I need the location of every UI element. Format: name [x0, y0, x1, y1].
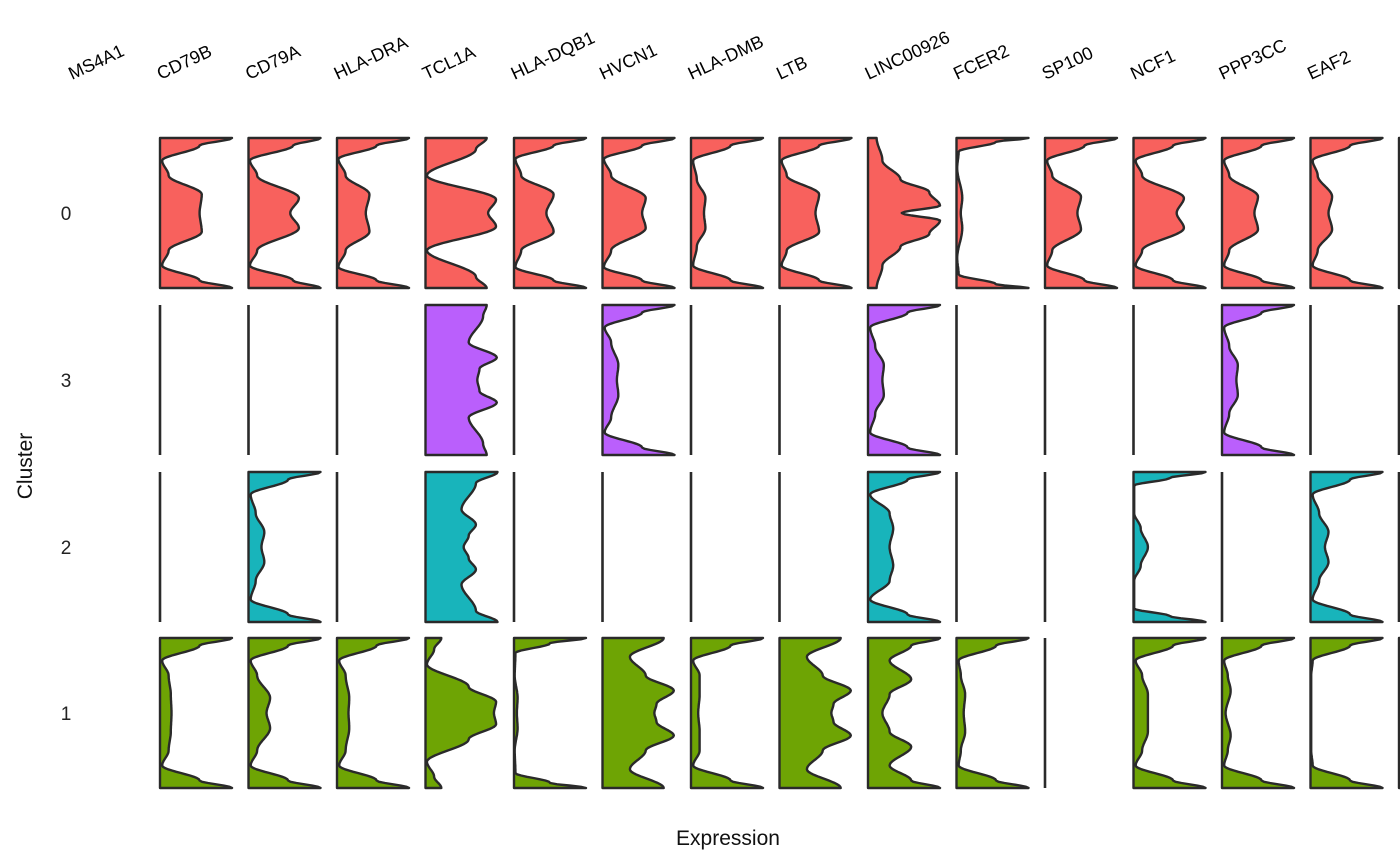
violin-linc00926-cluster-0	[955, 136, 1030, 290]
gene-labels: MS4A1 CD79B CD79A HLA-DRA TCL1A HLA-DQB1HVCN1…	[65, 27, 1353, 84]
violin-tcl1a-cluster-1	[512, 636, 588, 790]
gene-label-hla-dmb: HLA-DMB	[685, 31, 767, 83]
cluster-labels: 0 3 2 1	[61, 204, 72, 725]
violin-cd79b-cluster-2	[247, 470, 322, 624]
violin-tcl1a-cluster-0	[512, 136, 588, 290]
gene-label-ms4a1: MS4A1	[65, 41, 127, 84]
violin-hla-dmb-cluster-0	[778, 136, 853, 290]
violin-ms4a1-cluster-1	[158, 636, 234, 790]
violin-hla-dra-cluster-2	[424, 470, 499, 624]
violin-ppp3cc-cluster-2	[1309, 470, 1384, 624]
violin-hla-dqb1-cluster-0	[601, 136, 676, 290]
gene-label-hvcn1: HVCN1	[596, 40, 660, 84]
violin-ppp3cc-cluster-1	[1309, 636, 1384, 790]
gene-label-ncf1: NCF1	[1127, 46, 1178, 84]
cluster-label-2: 2	[61, 538, 72, 559]
violin-fcer2-cluster-0	[1043, 136, 1119, 290]
violin-ncf1-cluster-0	[1220, 136, 1296, 290]
violin-ltb-cluster-2	[866, 470, 942, 624]
gene-label-linc00926: LINC00926	[862, 27, 953, 84]
violin-hla-dqb1-cluster-3	[601, 303, 676, 457]
violin-hla-dra-cluster-3	[424, 303, 498, 457]
gene-label-ltb: LTB	[773, 52, 810, 84]
gene-label-tcl1a: TCL1A	[419, 42, 478, 84]
violin-hvcn1-cluster-1	[689, 636, 765, 790]
violin-hla-dqb1-cluster-1	[601, 636, 675, 790]
violin-cd79b-cluster-0	[247, 136, 322, 290]
violin-ms4a1-cluster-0	[158, 136, 234, 290]
violin-hla-dra-cluster-1	[424, 636, 498, 790]
gene-label-ppp3cc: PPP3CC	[1216, 35, 1290, 84]
violin-cd79a-cluster-0	[335, 136, 411, 290]
violin-hla-dmb-cluster-1	[778, 636, 852, 790]
violin-ltb-cluster-1	[866, 636, 942, 790]
violin-hvcn1-cluster-0	[689, 136, 765, 290]
violin-sp100-cluster-2	[1132, 470, 1207, 624]
gene-label-cd79a: CD79A	[242, 41, 303, 84]
violin-hla-dra-cluster-0	[424, 136, 498, 290]
violin-linc00926-cluster-1	[955, 636, 1030, 790]
gene-label-hla-dqb1: HLA-DQB1	[508, 27, 598, 83]
violin-ppp3cc-cluster-0	[1309, 136, 1384, 290]
gene-label-cd79b: CD79B	[154, 41, 215, 84]
violin-cd79a-cluster-1	[335, 636, 411, 790]
gene-label-sp100: SP100	[1039, 43, 1096, 84]
violin-ncf1-cluster-3	[1220, 303, 1296, 457]
violin-ltb-cluster-0	[866, 136, 942, 290]
gene-label-eaf2: EAF2	[1304, 46, 1353, 83]
x-axis-title: Expression	[676, 827, 780, 850]
gene-label-fcer2: FCER2	[950, 41, 1012, 84]
y-axis-title: Cluster	[14, 433, 37, 500]
violin-sp100-cluster-0	[1132, 136, 1207, 290]
violin-ltb-cluster-3	[866, 303, 942, 457]
violin-ncf1-cluster-1	[1220, 636, 1296, 790]
cluster-label-1: 1	[61, 704, 72, 725]
violin-cd79b-cluster-1	[247, 636, 322, 790]
violin-sp100-cluster-1	[1132, 636, 1207, 790]
cluster-label-0: 0	[61, 204, 72, 225]
gene-label-hla-dra: HLA-DRA	[331, 32, 411, 84]
cluster-label-3: 3	[61, 371, 72, 392]
violins	[158, 136, 1400, 790]
